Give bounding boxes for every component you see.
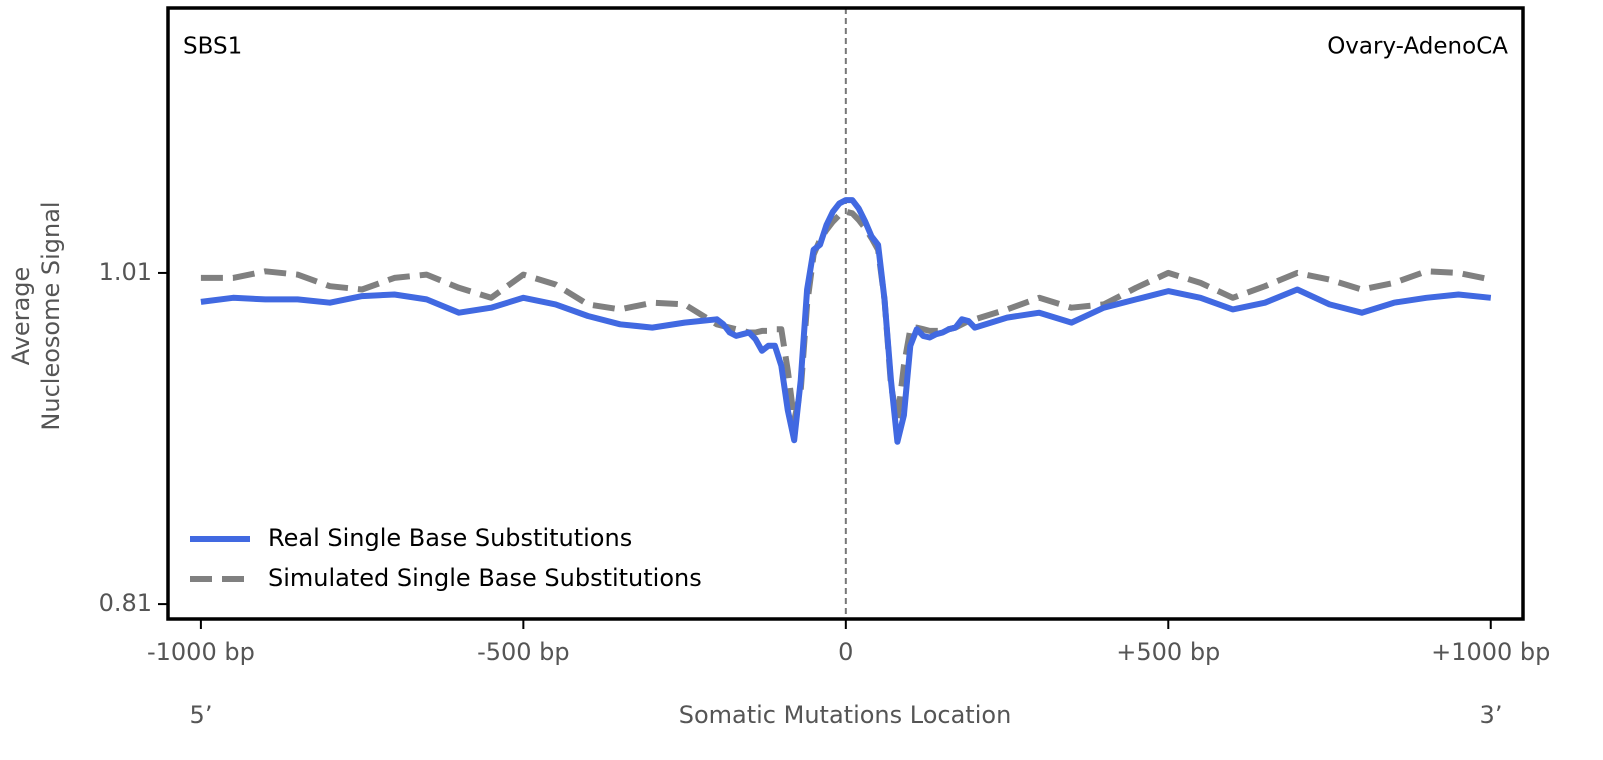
annotation: Ovary-AdenoCA [1327,34,1508,60]
x-end-label: 3’ [1480,701,1503,729]
x-tick-label: 0 [838,638,853,666]
y-axis-label: Nucleosome Signal [37,201,65,430]
y-tick-label: 0.81 [99,589,152,617]
x-tick-label: -1000 bp [147,638,255,666]
series-line [200,208,1492,424]
series-line [200,197,1492,445]
y-axis-label: Average [7,267,35,366]
x-end-label: 5’ [190,701,213,729]
legend-label: Real Single Base Substitutions [268,524,632,552]
legend-label: Simulated Single Base Substitutions [268,564,702,592]
x-tick-label: +1000 bp [1431,638,1550,666]
x-tick-label: +500 bp [1116,638,1220,666]
x-tick-label: -500 bp [477,638,570,666]
x-axis-label: Somatic Mutations Location [679,701,1012,729]
plot-frame [166,6,1525,621]
annotation: SBS1 [183,34,242,60]
y-tick-label: 1.01 [99,258,152,286]
